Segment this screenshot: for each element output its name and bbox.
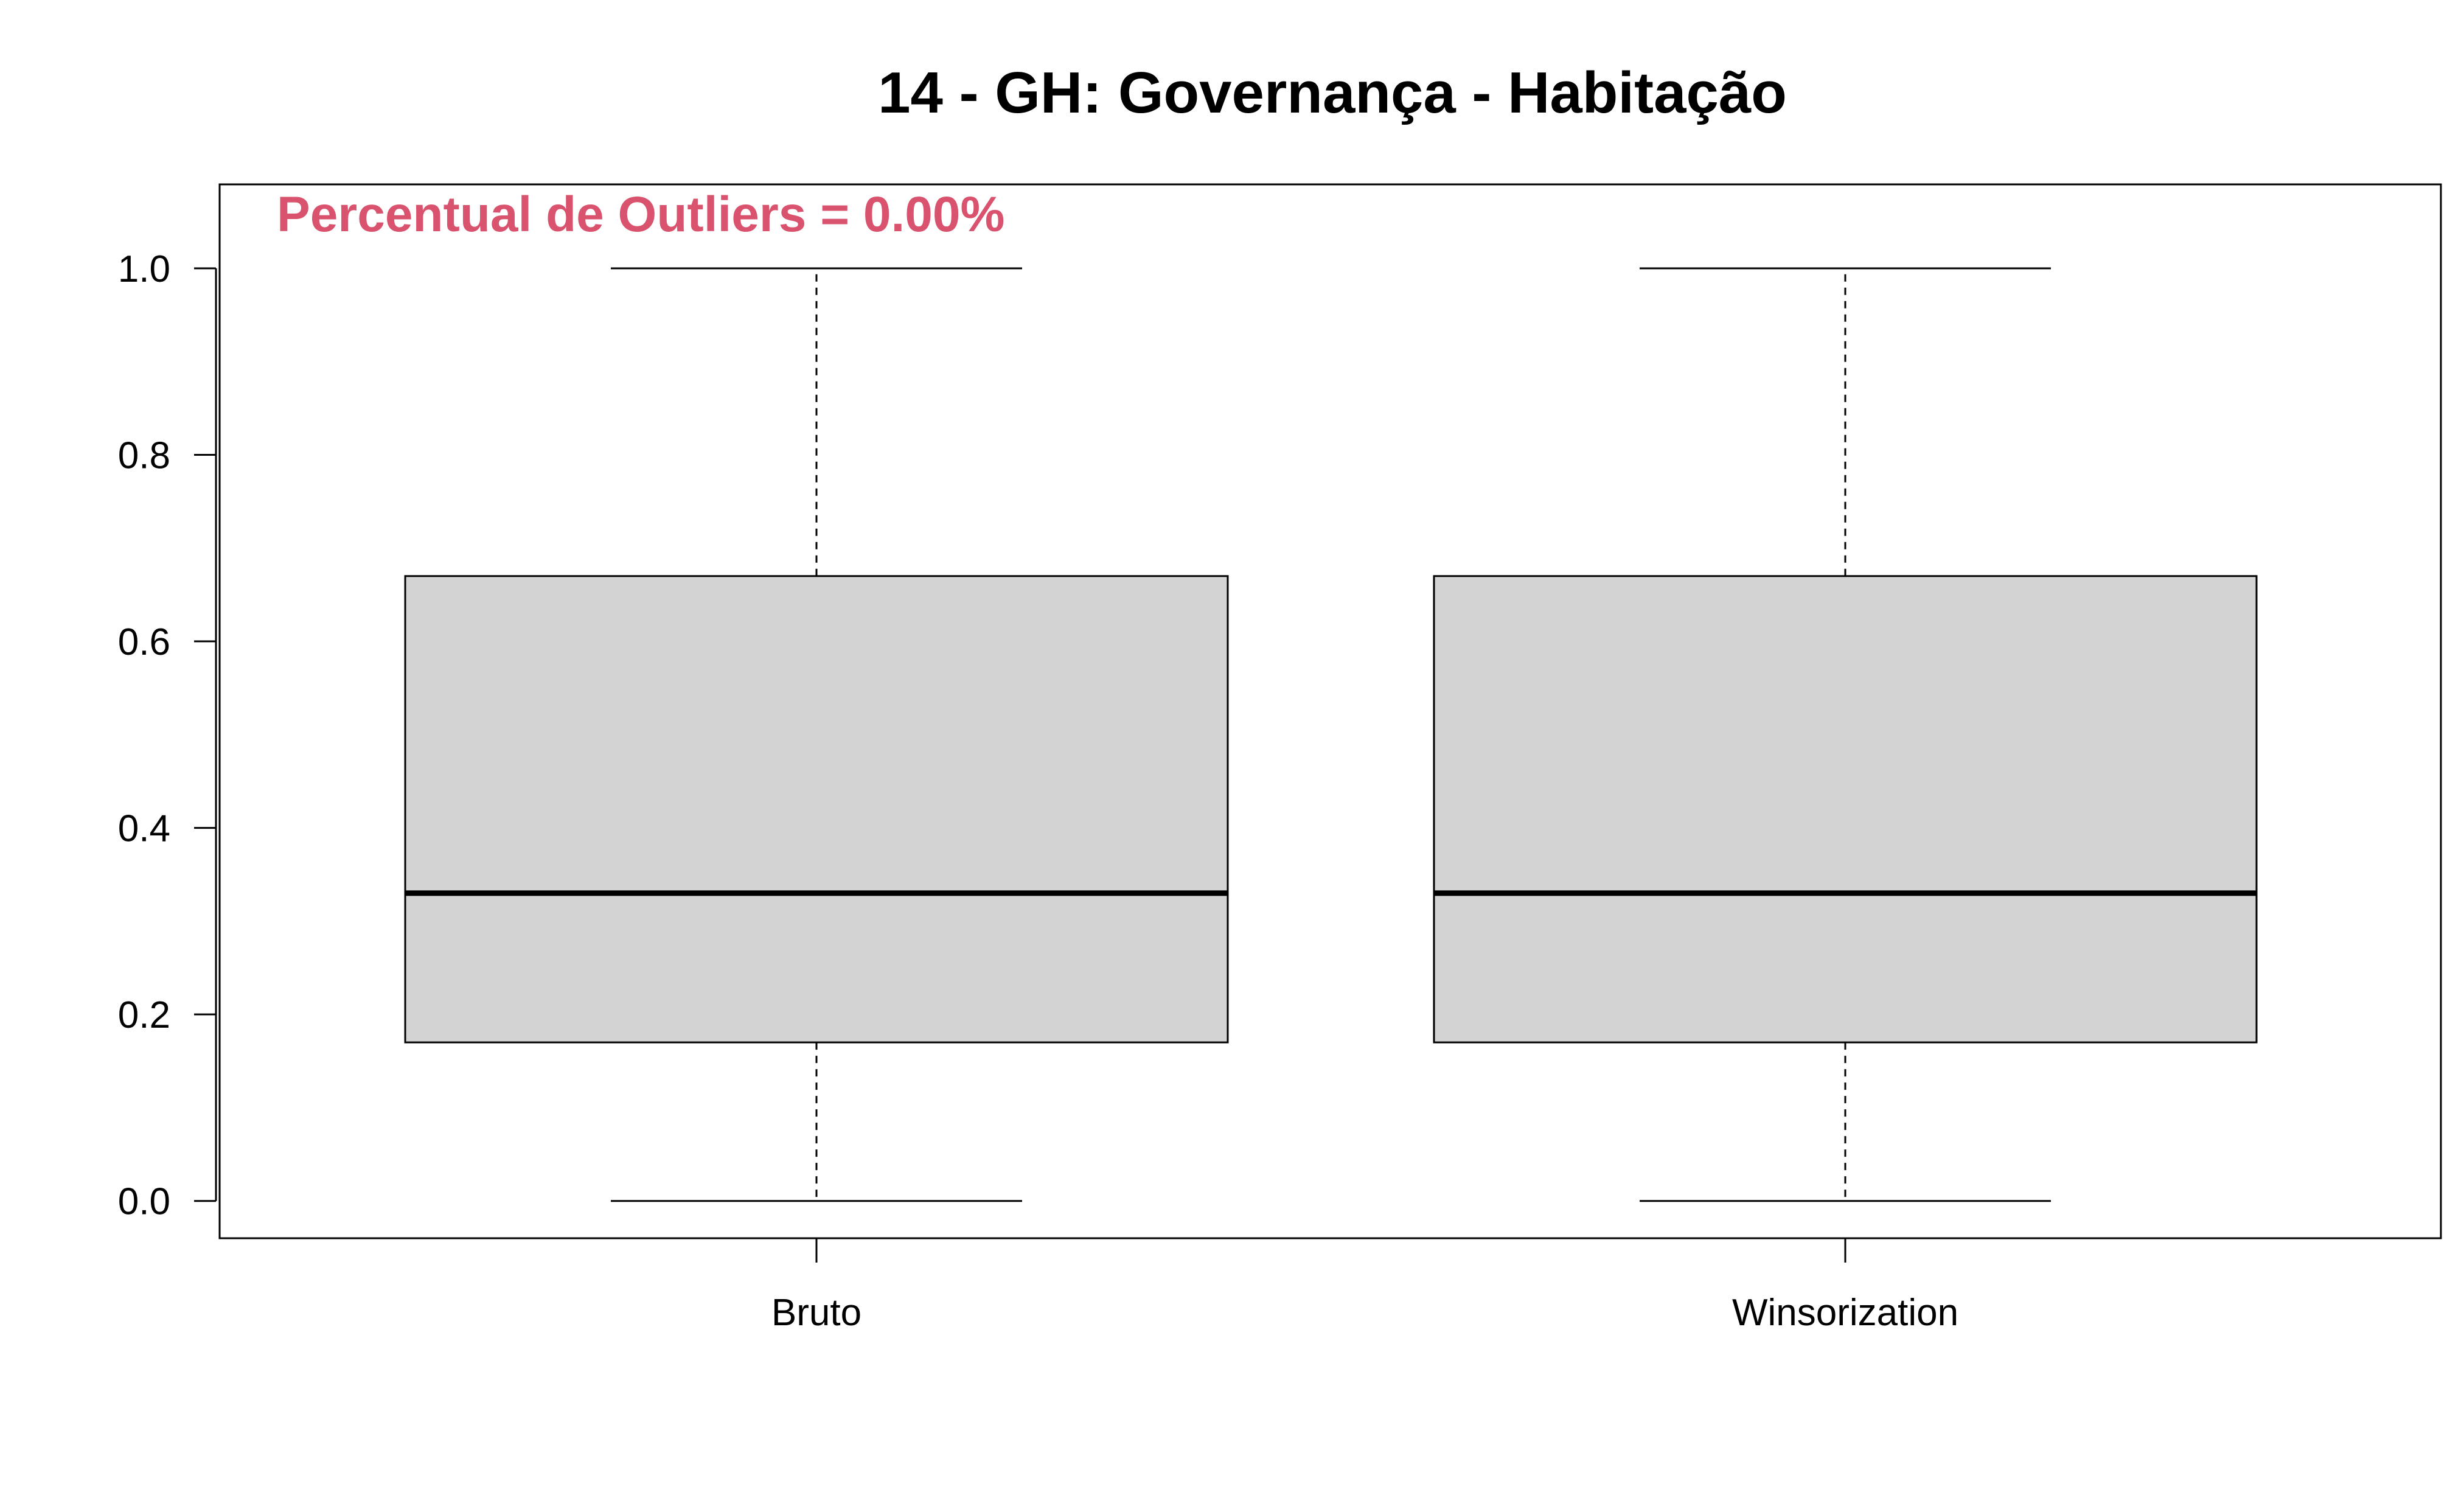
iqr-box (404, 575, 1229, 1044)
iqr-box (1433, 575, 2258, 1044)
y-axis: 0.0 0.2 0.4 0.6 0.8 1.0 (118, 248, 217, 1223)
box-bruto (404, 267, 1229, 1202)
plot-frame (218, 183, 2442, 1239)
y-tick-label: 0.2 (118, 994, 170, 1036)
x-axis: Bruto Winsorization (771, 1238, 1958, 1334)
y-tick-label: 0.6 (118, 621, 170, 663)
y-tick-label: 0.0 (118, 1181, 170, 1223)
y-tick-label: 0.4 (118, 808, 170, 850)
x-category-label: Bruto (771, 1292, 861, 1334)
box-winsorization (1433, 267, 2258, 1202)
y-tick-label: 1.0 (118, 248, 170, 290)
chart-title: 14 - GH: Governança - Habitação (878, 60, 1787, 125)
outlier-annotation: Percentual de Outliers = 0.00% (277, 187, 1004, 242)
x-category-label: Winsorization (1732, 1292, 1958, 1334)
boxes-group (404, 267, 2258, 1202)
y-tick-label: 0.8 (118, 434, 170, 476)
